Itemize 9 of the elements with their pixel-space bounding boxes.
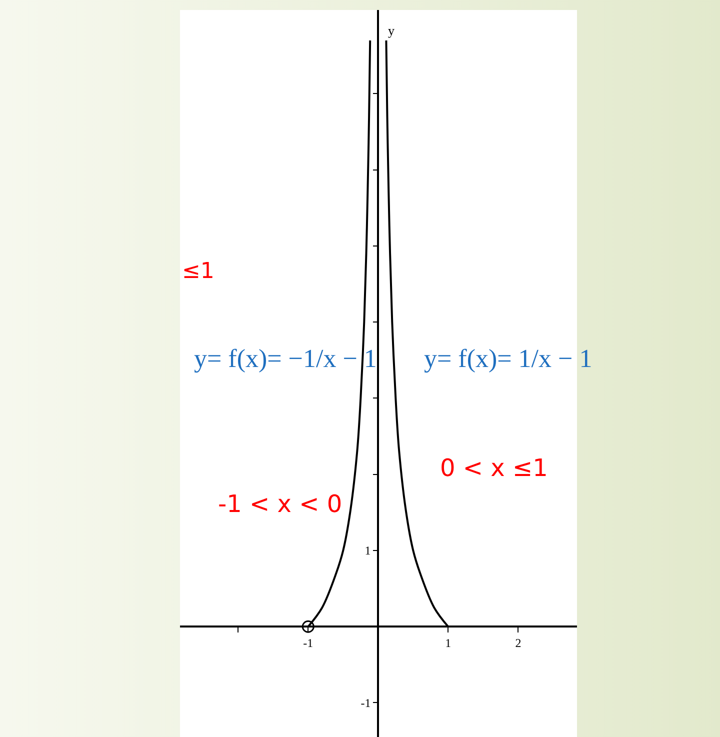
y-axis-title: y bbox=[388, 23, 395, 38]
annotation: -1 < x < 0 bbox=[218, 490, 342, 518]
x-tick-label: -1 bbox=[303, 636, 314, 650]
annotation: y= f(x)= 1/x − 1 bbox=[424, 344, 592, 373]
x-tick-label: 2 bbox=[515, 636, 522, 650]
x-tick-label: 1 bbox=[445, 636, 452, 650]
annotation: ≤1 bbox=[182, 259, 214, 284]
annotation: 0 < x ≤1 bbox=[440, 454, 548, 482]
annotation: y= f(x)= −1/x − 1 bbox=[194, 344, 377, 373]
